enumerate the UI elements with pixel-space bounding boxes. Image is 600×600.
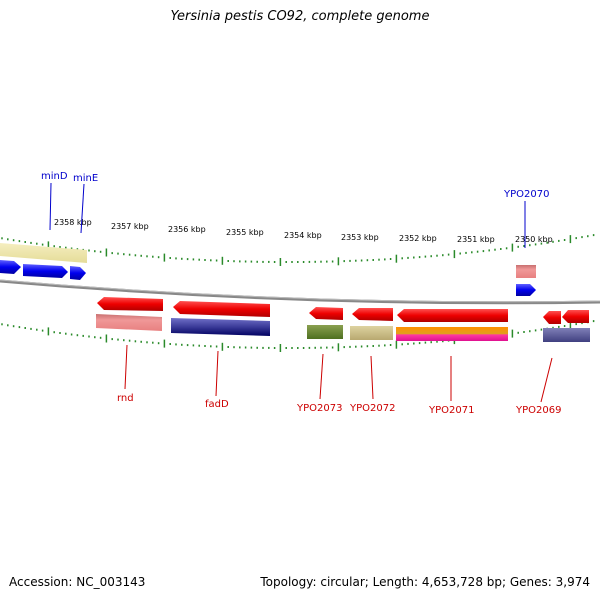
scale-label: 2354 kbp: [284, 231, 322, 240]
map-title: Yersinia pestis CO92, complete genome: [170, 9, 430, 24]
gene-arrow-YPO2072[interactable]: [352, 308, 393, 321]
gene-label-YPO2073[interactable]: YPO2073: [296, 403, 342, 414]
feature-bar-YPO2072[interactable]: [350, 326, 393, 340]
gene-label-minE[interactable]: minE: [73, 173, 98, 184]
feature-bar-yellow[interactable]: [0, 243, 87, 263]
gene-arrow-rnd[interactable]: [97, 297, 163, 311]
reverse-features: [96, 297, 590, 342]
genome-stats-text: Topology: circular; Length: 4,653,728 bp…: [260, 575, 590, 589]
scale-label: 2351 kbp: [457, 235, 495, 244]
leader-YPO2069: [540, 357, 553, 403]
gene-arrow-minD[interactable]: [0, 260, 21, 274]
upper-scale-ticks: [1, 234, 595, 266]
genome-backbone-highlight: [0, 279, 600, 303]
scale-label: 2358 kbp: [54, 218, 92, 227]
gene-label-minD[interactable]: minD: [41, 171, 68, 182]
gene-label-fadD[interactable]: fadD: [205, 399, 229, 410]
gene-arrow-YPO2071[interactable]: [397, 309, 508, 322]
gene-arrow-YPO2069-2[interactable]: [562, 310, 589, 323]
gene-label-YPO2072[interactable]: YPO2072: [349, 403, 395, 414]
scale-label: 2357 kbp: [111, 222, 149, 231]
lower-scale-ticks: [1, 320, 595, 352]
scale-label: 2350 kbp: [515, 235, 553, 244]
gene-label-YPO2070[interactable]: YPO2070: [503, 189, 549, 200]
leader-minE: [80, 183, 85, 234]
forward-features: [0, 243, 536, 296]
leader-minD: [49, 182, 52, 231]
leader-fadD: [215, 350, 219, 397]
feature-bar-YPO2070[interactable]: [516, 265, 536, 278]
feature-bar-YPO2071[interactable]: [396, 327, 508, 341]
gene-label-rnd[interactable]: rnd: [117, 393, 134, 404]
scale-label: 2353 kbp: [341, 233, 379, 242]
feature-bar-rnd[interactable]: [96, 314, 162, 331]
gene-arrow-minE[interactable]: [70, 266, 86, 280]
gene-arrow-YPO2069[interactable]: [543, 311, 561, 324]
gene-arrow-minD-2[interactable]: [23, 264, 68, 278]
scale-labels: 2358 kbp 2357 kbp 2356 kbp 2355 kbp 2354…: [54, 218, 553, 244]
gene-label-YPO2071[interactable]: YPO2071: [428, 405, 474, 416]
leader-YPO2073: [319, 353, 324, 400]
scale-label: 2352 kbp: [399, 234, 437, 243]
gene-arrow-YPO2073[interactable]: [309, 307, 343, 320]
gene-labels: minD minE YPO2070 rnd fadD YPO2073 YPO20…: [41, 171, 561, 416]
gene-arrow-YPO2070[interactable]: [516, 284, 536, 296]
accession-text: Accession: NC_003143: [9, 575, 146, 589]
feature-bar-YPO2073[interactable]: [307, 325, 343, 339]
label-leaders: [49, 182, 553, 403]
genome-backbone: [0, 279, 600, 305]
scale-label: 2355 kbp: [226, 228, 264, 237]
leader-rnd: [124, 344, 128, 390]
feature-bar-YPO2069[interactable]: [543, 328, 590, 342]
leader-YPO2072: [370, 355, 374, 400]
gene-arrow-fadD[interactable]: [173, 301, 270, 317]
gene-label-YPO2069[interactable]: YPO2069: [515, 405, 561, 416]
scale-label: 2356 kbp: [168, 225, 206, 234]
feature-bar-fadD[interactable]: [171, 318, 270, 336]
